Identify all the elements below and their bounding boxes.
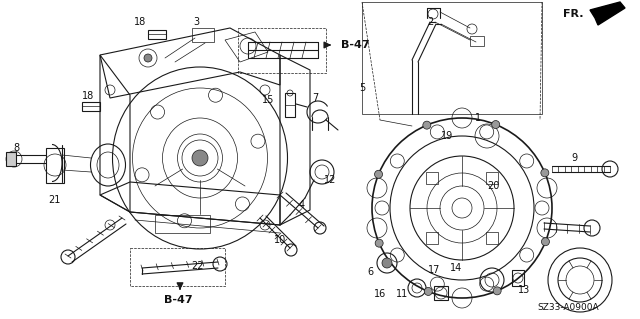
Text: 6: 6 [367,267,373,277]
Circle shape [541,169,549,177]
Bar [470,36,484,46]
Bar [486,232,498,244]
Polygon shape [590,2,625,25]
Text: 16: 16 [374,289,386,299]
Text: 15: 15 [262,95,274,105]
Text: 7: 7 [312,93,318,103]
Bar [285,93,295,117]
Bar [148,30,166,39]
Bar [192,28,214,42]
Text: 14: 14 [450,263,462,273]
Text: 19: 19 [441,131,453,141]
Circle shape [374,170,383,178]
Text: 4: 4 [299,200,305,210]
Circle shape [493,287,501,295]
Text: 22: 22 [192,261,204,271]
Text: 3: 3 [193,17,199,27]
Text: 2: 2 [427,17,433,27]
Text: 21: 21 [48,195,60,205]
Text: FR.: FR. [563,9,583,19]
Bar [426,232,438,244]
Circle shape [382,258,392,268]
Text: 5: 5 [359,83,365,93]
Circle shape [424,287,432,295]
Text: 20: 20 [487,181,499,191]
Bar [426,172,438,184]
Circle shape [423,121,431,129]
Text: 9: 9 [571,153,577,163]
Bar [46,148,64,183]
Text: 12: 12 [324,175,336,185]
Text: 13: 13 [518,285,530,295]
Circle shape [144,54,152,62]
Text: 10: 10 [274,235,286,245]
Bar [486,172,498,184]
Bar [6,152,16,166]
Bar [434,286,448,300]
Bar [512,270,524,286]
Circle shape [492,121,500,129]
Circle shape [375,239,383,247]
Text: 11: 11 [396,289,408,299]
Bar [238,28,326,73]
Text: 18: 18 [82,91,94,101]
Text: 18: 18 [134,17,146,27]
Text: B-47: B-47 [340,40,369,50]
Text: 17: 17 [428,265,440,275]
Bar [362,2,542,114]
Circle shape [192,150,208,166]
Bar [155,215,210,233]
Bar [130,248,225,286]
Text: 1: 1 [475,113,481,123]
Bar [82,102,100,111]
Text: B-47: B-47 [164,295,192,305]
Text: 8: 8 [13,143,19,153]
Circle shape [541,238,550,246]
Text: SZ33-A0900A: SZ33-A0900A [537,303,599,313]
